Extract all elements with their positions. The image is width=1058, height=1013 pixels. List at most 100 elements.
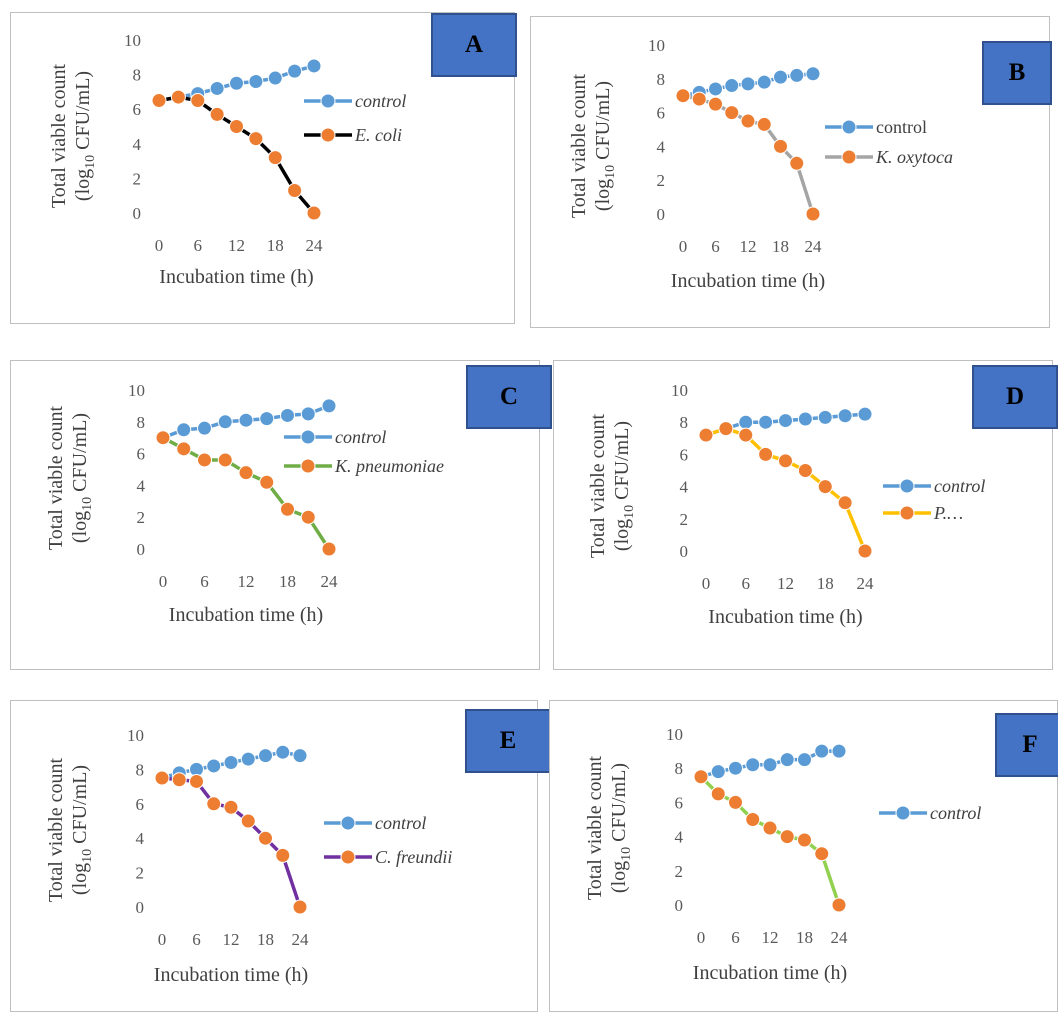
data-point [857, 406, 873, 422]
y-axis-unit: (log10 CFU/mL) [608, 763, 634, 893]
y-tick-label: 10 [648, 36, 665, 55]
legend-label: E. coli [354, 125, 402, 145]
data-point [789, 155, 805, 171]
data-point [817, 479, 833, 495]
x-tick-label: 0 [679, 237, 688, 256]
x-tick-label: 12 [762, 928, 779, 947]
data-point [229, 119, 244, 134]
panel-label-c: C [466, 365, 552, 429]
x-tick-label: 0 [697, 928, 706, 947]
data-point [275, 744, 291, 760]
y-axis-unit: (log10 CFU/mL) [592, 81, 618, 211]
data-point [189, 773, 204, 789]
legend-marker [300, 429, 316, 445]
legend-marker [841, 119, 857, 135]
data-point [817, 409, 833, 425]
x-axis-title: Incubation time (h) [169, 604, 323, 626]
data-point [710, 786, 726, 802]
data-point [258, 748, 273, 764]
data-point [740, 76, 756, 92]
x-tick-label: 24 [306, 236, 324, 255]
y-tick-label: 0 [680, 542, 689, 561]
y-tick-label: 10 [127, 726, 144, 745]
x-tick-label: 0 [158, 930, 167, 949]
legend-label: control [375, 813, 426, 833]
x-axis-title: Incubation time (h) [154, 964, 308, 986]
x-tick-label: 6 [194, 236, 203, 255]
data-point [238, 412, 254, 428]
x-tick-label: 18 [257, 930, 274, 949]
y-tick-label: 8 [680, 413, 689, 432]
y-tick-label: 6 [675, 793, 684, 812]
y-tick-label: 8 [136, 760, 145, 779]
x-tick-label: 0 [155, 236, 164, 255]
data-point [171, 772, 187, 788]
data-point [814, 846, 830, 862]
data-point [292, 748, 308, 764]
y-tick-label: 8 [657, 70, 666, 89]
x-axis-title: Incubation time (h) [693, 962, 847, 984]
data-point [154, 770, 170, 786]
data-point [837, 408, 853, 424]
y-axis-title: Total viable count [587, 414, 609, 559]
data-point [217, 452, 233, 468]
chart-panel-b: 0 2 4 6 8 10 0 6 12 18 24 Incubation time (h) Total … [530, 16, 1052, 328]
y-tick-label: 0 [137, 540, 146, 559]
y-tick-label: 4 [137, 476, 146, 495]
y-tick-label: 0 [133, 204, 142, 223]
data-point [762, 820, 778, 836]
data-point [762, 757, 778, 773]
legend-label: K. oxytoca [875, 147, 953, 167]
y-tick-label: 4 [136, 829, 145, 848]
x-tick-label: 0 [702, 574, 711, 593]
data-point [837, 495, 853, 511]
legend-marker [899, 478, 915, 494]
data-point [287, 183, 303, 199]
x-axis-title: Incubation time (h) [671, 270, 825, 292]
legend-marker [320, 127, 336, 143]
data-point [287, 63, 303, 79]
y-tick-label: 2 [680, 510, 689, 529]
data-point [275, 847, 291, 863]
x-tick-label: 12 [223, 930, 240, 949]
y-tick-label: 2 [137, 508, 146, 527]
chart-panel-a: 0 2 4 6 8 10 0 6 12 18 24 Incubation time (h) Total … [10, 12, 517, 324]
y-tick-label: 10 [128, 381, 145, 400]
panel-label-d: D [972, 365, 1058, 429]
x-tick-label: 6 [731, 928, 740, 947]
data-point [778, 453, 793, 469]
data-point [240, 813, 256, 829]
legend-label: C. freundii [375, 847, 452, 867]
data-point [805, 66, 821, 82]
data-point [306, 58, 322, 74]
legend-label: control [876, 117, 927, 137]
x-tick-label: 24 [857, 574, 875, 593]
chart-panel-e: 0 2 4 6 8 10 0 6 12 18 24 Incubation time (h) Total … [10, 700, 551, 1012]
data-point [738, 427, 754, 443]
legend-label: control [335, 427, 386, 447]
y-tick-label: 8 [133, 66, 142, 85]
x-tick-label: 6 [200, 572, 209, 591]
legend-label: control [355, 91, 406, 111]
data-point [267, 70, 283, 86]
data-point [176, 422, 192, 438]
x-tick-label: 24 [831, 928, 849, 947]
data-point [259, 474, 275, 490]
legend-marker [320, 93, 336, 109]
y-axis-unit: (log10 CFU/mL) [69, 413, 95, 543]
y-tick-label: 6 [136, 795, 145, 814]
data-point [831, 897, 847, 913]
data-point [797, 752, 812, 768]
legend-label: control [934, 476, 985, 496]
data-point [300, 406, 316, 422]
data-point [805, 206, 821, 222]
data-point [738, 414, 754, 430]
chart-panel-d: 0 2 4 6 8 10 0 6 12 18 24 Incubation time (h) Total … [553, 360, 1058, 670]
legend-marker [841, 149, 857, 165]
chart-panel-c: 0 2 4 6 8 10 0 6 12 18 24 Incubation time (h) Total … [10, 360, 552, 670]
x-tick-label: 18 [772, 237, 789, 256]
x-axis-title: Incubation time (h) [159, 266, 313, 288]
data-point [197, 452, 212, 468]
data-point [708, 96, 723, 112]
